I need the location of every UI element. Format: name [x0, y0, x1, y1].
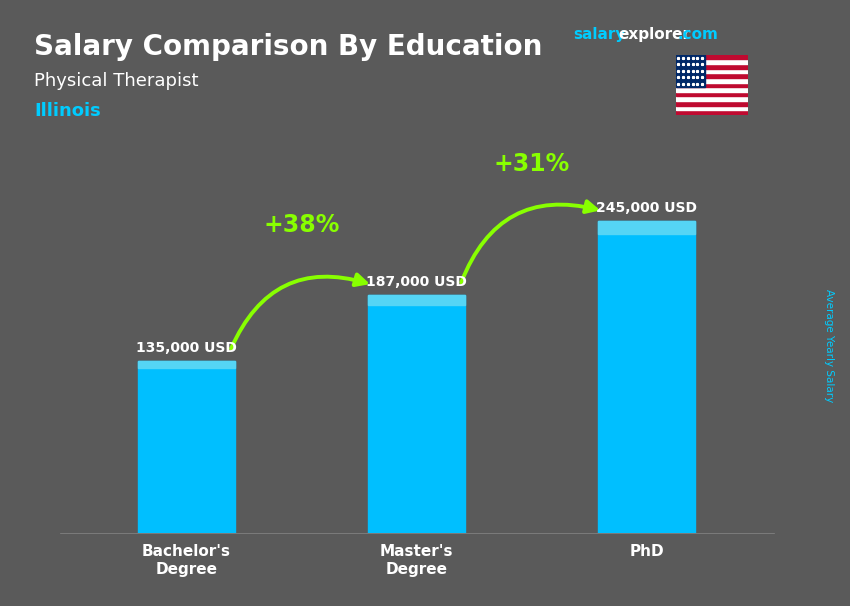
Bar: [368, 295, 465, 533]
Text: 135,000 USD: 135,000 USD: [136, 341, 236, 355]
Text: +31%: +31%: [494, 152, 570, 176]
Text: 187,000 USD: 187,000 USD: [366, 275, 467, 288]
Bar: [676, 68, 748, 73]
Bar: [676, 96, 748, 101]
Bar: [676, 110, 748, 115]
Bar: [138, 361, 235, 368]
Bar: [676, 87, 748, 92]
Text: salary: salary: [574, 27, 626, 42]
Bar: [676, 55, 748, 59]
Bar: [676, 101, 748, 106]
Text: Average Yearly Salary: Average Yearly Salary: [824, 289, 834, 402]
Bar: [676, 82, 748, 87]
Bar: [676, 55, 705, 87]
Text: Physical Therapist: Physical Therapist: [34, 72, 199, 90]
Bar: [676, 78, 748, 82]
Bar: [676, 64, 748, 68]
Text: +38%: +38%: [264, 213, 339, 237]
Bar: [676, 73, 748, 78]
FancyArrowPatch shape: [462, 201, 596, 282]
Bar: [598, 221, 695, 533]
Bar: [676, 92, 748, 96]
Text: Salary Comparison By Education: Salary Comparison By Education: [34, 33, 542, 61]
Bar: [676, 59, 748, 64]
Text: 245,000 USD: 245,000 USD: [597, 201, 697, 215]
Bar: [676, 106, 748, 110]
Text: explorer: explorer: [618, 27, 690, 42]
Bar: [138, 361, 235, 533]
Text: Illinois: Illinois: [34, 102, 101, 120]
FancyArrowPatch shape: [231, 275, 366, 348]
Text: .com: .com: [677, 27, 718, 42]
Bar: [368, 295, 465, 305]
Bar: [598, 221, 695, 234]
